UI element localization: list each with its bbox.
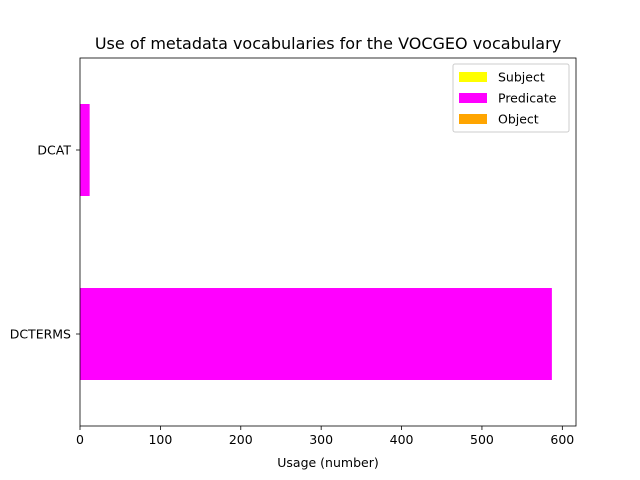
x-tick-label: 300: [309, 432, 333, 447]
x-tick-label: 600: [550, 432, 574, 447]
legend-swatch-subject: [459, 72, 487, 82]
y-tick-label-dcterms: DCTERMS: [10, 327, 71, 342]
x-axis-label: Usage (number): [277, 455, 378, 470]
legend-label-object: Object: [498, 112, 539, 127]
legend-label-subject: Subject: [498, 70, 545, 85]
bars-layer: [80, 104, 552, 380]
x-tick-label: 100: [148, 432, 172, 447]
x-tick-label: 0: [76, 432, 84, 447]
chart-title: Use of metadata vocabularies for the VOC…: [95, 34, 561, 53]
x-tick-label: 200: [229, 432, 253, 447]
legend: Subject Predicate Object: [452, 63, 570, 133]
legend-label-predicate: Predicate: [498, 91, 557, 106]
x-tick-label: 500: [470, 432, 494, 447]
y-tick-label-dcat: DCAT: [37, 143, 71, 158]
bar-dcterms-predicate: [80, 288, 552, 380]
x-tick-label: 400: [390, 432, 414, 447]
axes-layer: 0 100 200 300 400 500 600 DCAT DCTERMS: [10, 57, 577, 447]
legend-swatch-predicate: [459, 93, 487, 103]
legend-swatch-object: [459, 114, 487, 124]
plot-frame: [79, 57, 577, 427]
bar-dcat-predicate: [80, 104, 90, 196]
